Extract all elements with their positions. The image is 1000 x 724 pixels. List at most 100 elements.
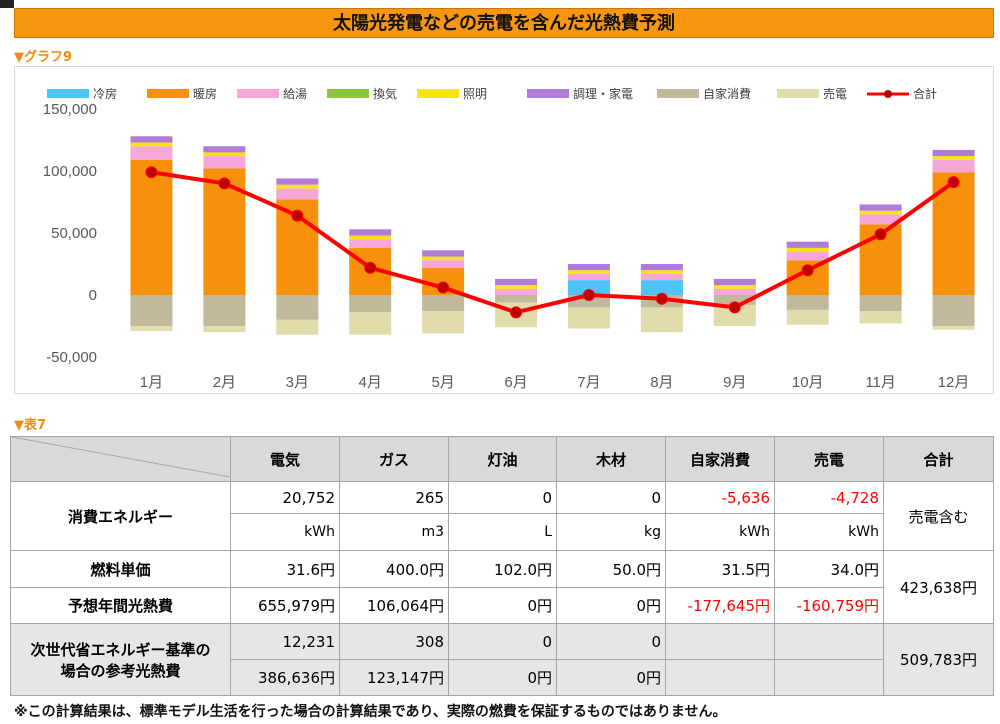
bar-segment-6 xyxy=(276,295,319,320)
bar-segment-4 xyxy=(786,247,829,252)
consumption-sale: -4,728 xyxy=(774,481,884,514)
x-tick-label: 10月 xyxy=(792,374,824,391)
bar-segment-5 xyxy=(713,278,756,286)
bar-segment-0 xyxy=(640,280,683,295)
row-label-next-gen: 次世代省エネルギー基準の 場合の参考光熱費 xyxy=(10,623,231,696)
y-tick-label: 50,000 xyxy=(51,225,97,242)
diagonal-line xyxy=(11,436,230,478)
row-label-unit-price: 燃料単価 xyxy=(10,550,231,588)
bar-segment-7 xyxy=(130,326,173,331)
x-tick-label: 12月 xyxy=(938,374,970,391)
total-point xyxy=(801,264,814,277)
total-point xyxy=(582,289,595,301)
legend-label-2: 給湯 xyxy=(283,87,307,101)
row-label-consumption: 消費エネルギー xyxy=(10,481,231,551)
cost-gas: 106,064円 xyxy=(339,587,449,624)
graph-label: ▼グラフ9 xyxy=(14,50,73,65)
x-tick-label: 1月 xyxy=(140,374,163,391)
combined-total: 423,638円 xyxy=(883,550,994,624)
next-gen-total: 509,783円 xyxy=(883,623,994,696)
total-point xyxy=(291,209,304,222)
bar-segment-7 xyxy=(567,307,610,329)
x-tick-label: 3月 xyxy=(286,374,309,391)
bar-segment-6 xyxy=(422,295,465,312)
bar-segment-7 xyxy=(786,309,829,325)
bar-segment-7 xyxy=(276,319,319,335)
consumption-electricity: 20,752 xyxy=(230,481,340,514)
y-tick-label: 0 xyxy=(89,287,97,304)
cost-electricity: 655,979円 xyxy=(230,587,340,624)
bar-segment-6 xyxy=(203,295,246,326)
bar-segment-4 xyxy=(349,235,392,240)
legend-label-0: 冷房 xyxy=(93,86,117,101)
bar-segment-4 xyxy=(859,210,902,215)
y-tick-label: 150,000 xyxy=(43,101,97,118)
bar-segment-5 xyxy=(567,264,610,271)
chart-area: 冷房 暖房 給湯 換気 照明 調理・家電 自家消費 売電 合計 150,000 100,000 50… xyxy=(14,66,994,394)
bar-segment-7 xyxy=(640,307,683,333)
unit-wood: kg xyxy=(556,513,666,551)
bar-segment-4 xyxy=(567,270,610,274)
legend-swatch-1 xyxy=(147,89,189,98)
header-wood: 木材 xyxy=(556,436,666,482)
bar-segment-2 xyxy=(203,156,246,169)
bar-segment-2 xyxy=(786,251,829,261)
next-gen-cost-gas: 123,147円 xyxy=(339,659,449,696)
bar-segment-5 xyxy=(932,149,975,157)
x-tick-label: 9月 xyxy=(723,374,746,391)
bar-segment-2 xyxy=(130,146,173,160)
bar-segment-6 xyxy=(859,295,902,312)
page-title: 太陽光発電などの売電を含んだ光熱費予測 xyxy=(14,8,994,38)
legend-label-7: 売電 xyxy=(823,86,847,101)
next-gen-empty-self-2 xyxy=(665,659,775,696)
unit-gas: m3 xyxy=(339,513,449,551)
bar-segment-6 xyxy=(713,295,756,305)
legend-label-6: 自家消費 xyxy=(703,86,751,101)
bar-segment-4 xyxy=(640,270,683,274)
next-gen-empty-self xyxy=(665,623,775,660)
bar-segment-2 xyxy=(495,288,538,295)
bar-segment-7 xyxy=(932,326,975,330)
header-electricity: 電気 xyxy=(230,436,340,482)
cost-self: -177,645円 xyxy=(665,587,775,624)
bar-segment-6 xyxy=(349,295,392,313)
header-self-consumption: 自家消費 xyxy=(665,436,775,482)
cost-sale: -160,759円 xyxy=(774,587,884,624)
total-point xyxy=(728,301,741,314)
unit-sale: kWh xyxy=(774,513,884,551)
bar-segment-0 xyxy=(567,280,610,295)
bar-segment-4 xyxy=(203,152,246,157)
price-sale: 34.0円 xyxy=(774,550,884,588)
consumption-self: -5,636 xyxy=(665,481,775,514)
bar-segment-5 xyxy=(130,136,173,143)
bar-segment-4 xyxy=(276,184,319,189)
header-gas: ガス xyxy=(339,436,449,482)
bar-segment-5 xyxy=(422,250,465,257)
bar-segment-5 xyxy=(349,229,392,236)
legend-swatch-2 xyxy=(237,89,279,98)
legend-swatch-3 xyxy=(327,89,369,98)
next-gen-cost-wood: 0円 xyxy=(556,659,666,696)
bar-segment-2 xyxy=(567,273,610,281)
bar-segment-4 xyxy=(713,285,756,289)
y-tick-label: -50,000 xyxy=(46,349,97,366)
table-label: ▼表7 xyxy=(14,418,47,433)
corner-cell xyxy=(10,436,231,482)
bar-segment-2 xyxy=(422,260,465,268)
legend-label-8: 合計 xyxy=(913,86,937,101)
cost-wood: 0円 xyxy=(556,587,666,624)
x-tick-label: 4月 xyxy=(359,374,382,391)
total-point xyxy=(364,261,377,274)
header-total: 合計 xyxy=(883,436,994,482)
legend-label-4: 照明 xyxy=(463,87,487,101)
bar-segment-2 xyxy=(932,159,975,173)
bar-segment-6 xyxy=(932,295,975,326)
bar-segment-4 xyxy=(422,256,465,261)
x-tick-label: 11月 xyxy=(865,374,896,391)
unit-kerosene: L xyxy=(448,513,557,551)
next-gen-energy-kerosene: 0 xyxy=(448,623,557,660)
next-gen-empty-sale xyxy=(774,623,884,660)
total-point xyxy=(510,306,523,319)
consumption-gas: 265 xyxy=(339,481,449,514)
unit-electricity: kWh xyxy=(230,513,340,551)
